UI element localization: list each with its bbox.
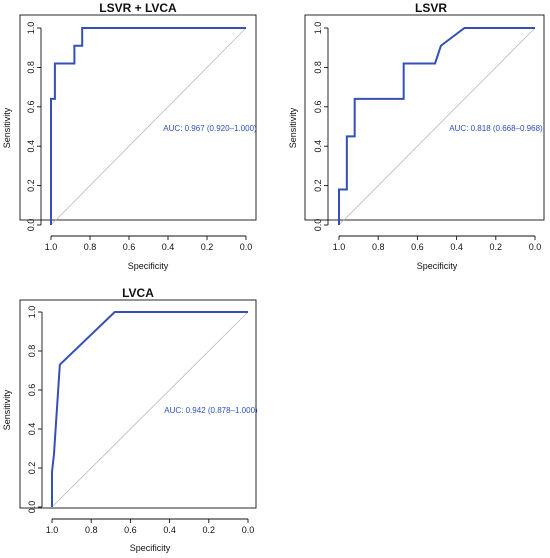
x-tick-label: 1.0 <box>45 242 58 252</box>
y-axis-label: Sensitivity <box>2 389 12 430</box>
y-axis-label: Sensitivity <box>2 107 12 148</box>
x-tick-label: 0.0 <box>242 525 255 535</box>
y-tick-label: 0.2 <box>313 179 323 192</box>
plot-frame <box>19 14 257 221</box>
plot-frame <box>304 14 545 221</box>
x-axis-label: Specificity <box>128 261 169 271</box>
roc-curve <box>338 27 535 225</box>
x-tick-label: 0.4 <box>450 242 463 252</box>
y-tick-label: 0.0 <box>313 219 323 232</box>
y-tick-label: 0.4 <box>26 140 36 153</box>
x-tick-label: 0.6 <box>124 525 137 535</box>
y-tick-label: 0.0 <box>27 501 37 514</box>
y-tick-label: 0.6 <box>26 101 36 114</box>
auc-annotation: AUC: 0.967 (0.920–1.000) <box>163 124 257 133</box>
auc-annotation: AUC: 0.818 (0.668–0.968) <box>449 124 543 133</box>
roc-panel-2: LSVR 1.0 0.8 0.6 0.4 0.2 0.0 0.0 0.2 0.4 0.6 0.8 1.0… <box>288 1 545 271</box>
x-tick-label: 0.8 <box>372 242 385 252</box>
roc-panel-3: LVCA 1.0 0.8 0.6 0.4 0.2 0.0 0.0 0.2 0.4 0.6 0.8 1.0… <box>2 286 258 553</box>
x-tick-label: 0.4 <box>163 525 176 535</box>
x-tick-label: 0.6 <box>411 242 424 252</box>
y-tick-label: 0.2 <box>26 179 36 192</box>
x-axis-label: Specificity <box>130 543 171 553</box>
plot-frame <box>19 299 257 509</box>
y-tick-label: 1.0 <box>26 22 36 35</box>
reference-diagonal <box>338 27 536 226</box>
y-tick-label: 0.8 <box>313 61 323 74</box>
x-axis-label: Specificity <box>417 261 458 271</box>
y-tick-label: 0.6 <box>27 384 37 397</box>
x-tick-label: 1.0 <box>46 525 59 535</box>
x-tick-label: 0.8 <box>84 242 97 252</box>
y-tick-label: 0.6 <box>313 101 323 114</box>
roc-panel-1: LSVR + LVCA 1.0 0.8 0.6 0.4 0.2 0.0 0.0 0.2 0.4 0.… <box>2 1 257 271</box>
x-tick-label: 0.4 <box>162 242 175 252</box>
x-tick-label: 0.8 <box>85 525 98 535</box>
x-tick-label: 0.0 <box>240 242 253 252</box>
y-tick-label: 1.0 <box>27 306 37 319</box>
roc-curve <box>51 311 248 507</box>
auc-annotation: AUC: 0.942 (0.878–1.000) <box>164 406 258 415</box>
y-tick-label: 0.2 <box>27 462 37 475</box>
y-tick-label: 0.8 <box>26 61 36 74</box>
x-tick-label: 0.0 <box>529 242 542 252</box>
y-tick-label: 1.0 <box>313 22 323 35</box>
x-tick-label: 0.6 <box>123 242 136 252</box>
chart-title: LSVR <box>415 1 447 15</box>
x-tick-label: 1.0 <box>333 242 346 252</box>
y-tick-label: 0.4 <box>313 140 323 153</box>
y-axis-label: Sensitivity <box>288 107 298 148</box>
y-tick-label: 0.0 <box>26 219 36 232</box>
y-tick-label: 0.4 <box>27 423 37 436</box>
roc-curve <box>50 27 246 225</box>
chart-title: LVCA <box>122 286 154 300</box>
chart-title: LSVR + LVCA <box>99 1 177 15</box>
reference-diagonal <box>51 311 249 508</box>
x-tick-label: 0.2 <box>203 525 216 535</box>
x-tick-label: 0.2 <box>490 242 503 252</box>
y-tick-label: 0.8 <box>27 345 37 358</box>
reference-diagonal <box>50 27 247 226</box>
x-tick-label: 0.2 <box>201 242 214 252</box>
